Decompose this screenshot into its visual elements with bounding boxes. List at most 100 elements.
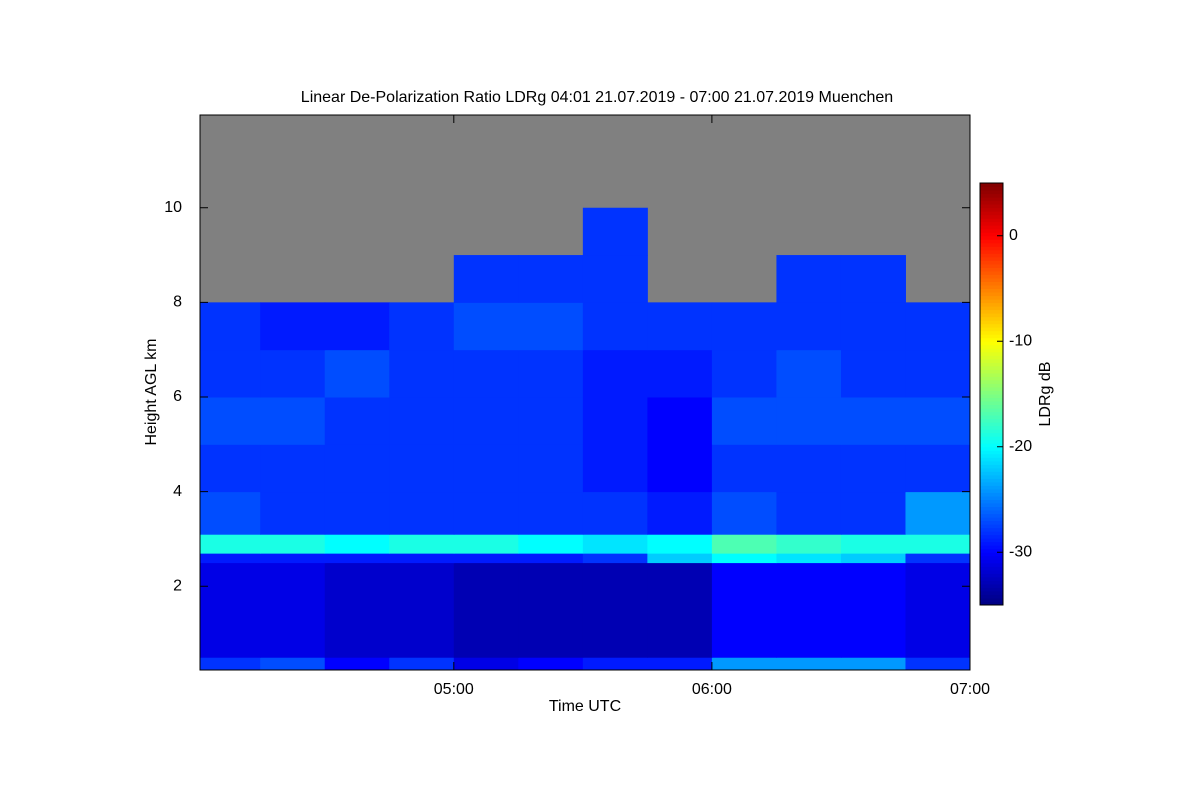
colorbar-step xyxy=(980,590,1003,595)
colorbar-step xyxy=(980,517,1003,522)
heatmap-cell xyxy=(200,444,261,493)
heatmap-cell xyxy=(582,553,648,564)
colorbar-step xyxy=(980,281,1003,286)
colorbar-step xyxy=(980,288,1003,293)
heatmap-cell xyxy=(453,553,519,564)
heatmap-cell xyxy=(324,553,390,564)
colorbar-label: LDRg dB xyxy=(1037,362,1054,427)
colorbar-step xyxy=(980,446,1003,451)
heatmap-cell xyxy=(776,349,842,398)
colorbar-step xyxy=(980,379,1003,384)
colorbar-step xyxy=(980,351,1003,356)
colorbar-step xyxy=(980,221,1003,226)
colorbar-step xyxy=(980,478,1003,483)
colorbar-step xyxy=(980,418,1003,423)
heatmap-cell xyxy=(453,491,519,535)
heatmap-cell xyxy=(260,562,326,658)
colorbar-step xyxy=(980,415,1003,420)
colorbar-step xyxy=(980,397,1003,402)
heatmap-cell xyxy=(582,657,648,671)
colorbar-step xyxy=(980,432,1003,437)
y-axis-label: Height AGL km xyxy=(143,338,160,445)
heatmap-cell xyxy=(582,444,648,493)
heatmap-cell xyxy=(324,491,390,535)
plot-area xyxy=(200,115,971,671)
heatmap-cell xyxy=(518,302,584,351)
colorbar-tick-label: 0 xyxy=(1009,227,1018,244)
heatmap-cell xyxy=(840,444,906,493)
heatmap-cell xyxy=(260,534,326,554)
colorbar-step xyxy=(980,348,1003,353)
heatmap-cell xyxy=(200,657,261,671)
colorbar-step xyxy=(980,390,1003,395)
heatmap-cell xyxy=(582,534,648,554)
colorbar-step xyxy=(980,524,1003,529)
colorbar-step xyxy=(980,467,1003,472)
colorbar-step xyxy=(980,425,1003,430)
colorbar-step xyxy=(980,569,1003,574)
colorbar-step xyxy=(980,386,1003,391)
heatmap-cell xyxy=(518,255,584,303)
y-tick-label: 2 xyxy=(173,577,182,594)
colorbar-step xyxy=(980,260,1003,265)
heatmap-cell xyxy=(905,444,971,493)
colorbar-step xyxy=(980,263,1003,268)
heatmap-cell xyxy=(453,534,519,554)
colorbar-step xyxy=(980,408,1003,413)
x-axis-label: Time UTC xyxy=(549,698,621,715)
colorbar-step xyxy=(980,267,1003,272)
heatmap-cell xyxy=(518,562,584,658)
colorbar-step xyxy=(980,394,1003,399)
colorbar-step xyxy=(980,372,1003,377)
heatmap-cell xyxy=(647,302,713,351)
heatmap-cell xyxy=(582,255,648,303)
heatmap-cell xyxy=(711,657,777,671)
heatmap-cell xyxy=(776,444,842,493)
colorbar-step xyxy=(980,492,1003,497)
colorbar-step xyxy=(980,545,1003,550)
colorbar-step xyxy=(980,495,1003,500)
colorbar-step xyxy=(980,207,1003,212)
heatmap-cell xyxy=(840,349,906,398)
heatmap-cell xyxy=(200,302,261,351)
heatmap-cell xyxy=(582,562,648,658)
heatmap-cell xyxy=(776,657,842,671)
colorbar-step xyxy=(980,295,1003,300)
colorbar-step xyxy=(980,235,1003,240)
heatmap-cell xyxy=(711,491,777,535)
heatmap-cell xyxy=(200,491,261,535)
colorbar-step xyxy=(980,218,1003,223)
heatmap-cell xyxy=(905,491,971,535)
heatmap-cell xyxy=(647,657,713,671)
heatmap-cell xyxy=(582,207,648,256)
heatmap-cell xyxy=(260,553,326,564)
heatmap-cell xyxy=(324,396,390,445)
colorbar-step xyxy=(980,246,1003,251)
heatmap-cell xyxy=(711,534,777,554)
colorbar-step xyxy=(980,277,1003,282)
colorbar-step xyxy=(980,341,1003,346)
heatmap-cell xyxy=(711,302,777,351)
colorbar-step xyxy=(980,197,1003,202)
colorbar-step xyxy=(980,411,1003,416)
heatmap-cell xyxy=(776,553,842,564)
x-tick-label: 07:00 xyxy=(950,681,990,698)
heatmap-cell xyxy=(324,534,390,554)
colorbar-step xyxy=(980,443,1003,448)
heatmap-cell xyxy=(518,553,584,564)
colorbar-step xyxy=(980,211,1003,216)
heatmap-cell xyxy=(518,396,584,445)
colorbar-step xyxy=(980,404,1003,409)
colorbar-step xyxy=(980,253,1003,258)
colorbar-step xyxy=(980,365,1003,370)
colorbar-step xyxy=(980,337,1003,342)
heatmap-cell xyxy=(647,349,713,398)
colorbar-tick-label: -10 xyxy=(1009,332,1032,349)
colorbar-step xyxy=(980,225,1003,230)
heatmap-cell xyxy=(776,255,842,303)
colorbar-tick-label: -30 xyxy=(1009,543,1032,560)
heatmap-cell xyxy=(711,553,777,564)
colorbar-step xyxy=(980,439,1003,444)
colorbar-step xyxy=(980,401,1003,406)
heatmap-cell xyxy=(647,396,713,445)
